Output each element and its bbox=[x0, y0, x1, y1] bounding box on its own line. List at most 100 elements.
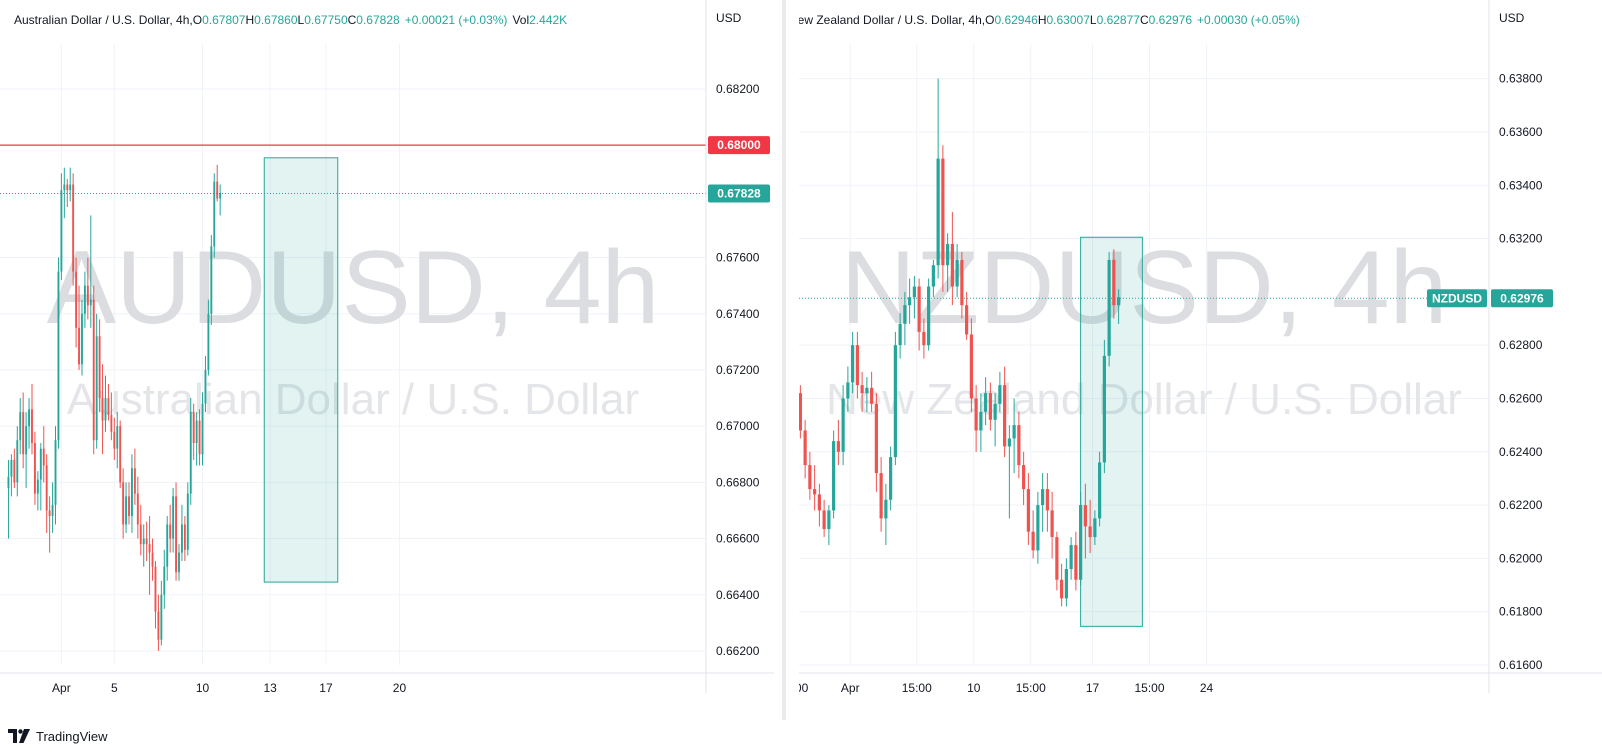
candle[interactable] bbox=[75, 257, 78, 348]
candle[interactable] bbox=[172, 487, 175, 553]
candle[interactable] bbox=[912, 275, 916, 319]
candle[interactable] bbox=[889, 446, 893, 511]
tradingview-brand-text[interactable]: TradingView bbox=[36, 728, 108, 744]
candle[interactable] bbox=[841, 385, 845, 466]
time-axis[interactable]: Apr 5 10 13 17 20 bbox=[0, 672, 774, 695]
candle[interactable] bbox=[1003, 366, 1007, 458]
candle[interactable] bbox=[1050, 491, 1054, 559]
candle[interactable] bbox=[216, 164, 219, 202]
candle[interactable] bbox=[798, 385, 802, 439]
candle[interactable] bbox=[107, 384, 110, 421]
candle[interactable] bbox=[63, 167, 66, 219]
candle[interactable] bbox=[16, 426, 19, 497]
candle[interactable] bbox=[210, 235, 213, 325]
candle[interactable] bbox=[81, 299, 83, 376]
candle[interactable] bbox=[25, 412, 28, 488]
candle[interactable] bbox=[7, 459, 10, 539]
candle[interactable] bbox=[1045, 473, 1049, 532]
candle[interactable] bbox=[974, 385, 978, 452]
candle[interactable] bbox=[1074, 531, 1078, 591]
candle[interactable] bbox=[893, 331, 897, 466]
candle[interactable] bbox=[148, 516, 151, 595]
candle[interactable] bbox=[42, 426, 45, 483]
candle[interactable] bbox=[45, 454, 48, 533]
candle[interactable] bbox=[104, 375, 107, 432]
candle[interactable] bbox=[969, 318, 973, 412]
candle[interactable] bbox=[95, 313, 98, 449]
candle[interactable] bbox=[927, 278, 931, 351]
candle[interactable] bbox=[89, 215, 92, 328]
candle[interactable] bbox=[163, 549, 166, 609]
candle[interactable] bbox=[1093, 510, 1097, 546]
candle[interactable] bbox=[145, 521, 148, 562]
time-axis[interactable]: 16:00 Apr 15:00 10 15:00 17 15:00 24 bbox=[778, 672, 1602, 695]
candle[interactable] bbox=[128, 482, 130, 525]
candle[interactable] bbox=[865, 377, 869, 412]
candle[interactable] bbox=[183, 516, 186, 562]
candle[interactable] bbox=[122, 468, 125, 539]
candle[interactable] bbox=[151, 538, 154, 581]
candle[interactable] bbox=[142, 524, 145, 567]
candle[interactable] bbox=[136, 476, 139, 539]
candle[interactable] bbox=[1083, 483, 1087, 559]
candle[interactable] bbox=[169, 504, 172, 553]
candle[interactable] bbox=[1036, 491, 1040, 564]
candle[interactable] bbox=[960, 251, 964, 319]
candle[interactable] bbox=[166, 516, 169, 581]
candle[interactable] bbox=[157, 594, 160, 651]
candle[interactable] bbox=[48, 496, 51, 553]
candle[interactable] bbox=[186, 482, 189, 556]
candle[interactable] bbox=[1079, 491, 1083, 586]
highlight-rectangle[interactable] bbox=[1080, 236, 1143, 627]
candle[interactable] bbox=[988, 382, 992, 431]
price-axis[interactable]: USD 0.63800 0.63600 0.63400 0.63200 0.62800 0.… bbox=[1488, 0, 1602, 693]
candle[interactable] bbox=[998, 371, 1002, 412]
candle[interactable] bbox=[178, 544, 180, 581]
candle[interactable] bbox=[1026, 473, 1030, 546]
candle[interactable] bbox=[946, 233, 950, 292]
candle[interactable] bbox=[855, 331, 859, 399]
candle[interactable] bbox=[31, 384, 33, 455]
candle[interactable] bbox=[207, 299, 210, 376]
candle[interactable] bbox=[803, 419, 807, 479]
candle[interactable] bbox=[175, 482, 177, 581]
candle[interactable] bbox=[83, 271, 86, 328]
candle[interactable] bbox=[879, 457, 883, 532]
candle[interactable] bbox=[1098, 451, 1102, 527]
candle[interactable] bbox=[1117, 289, 1121, 324]
candle[interactable] bbox=[936, 78, 940, 279]
candle[interactable] bbox=[86, 257, 89, 320]
candle[interactable] bbox=[54, 426, 57, 525]
candle[interactable] bbox=[28, 398, 30, 449]
candle[interactable] bbox=[213, 173, 216, 258]
candle[interactable] bbox=[979, 393, 983, 452]
panel-divider[interactable] bbox=[782, 0, 786, 720]
candle[interactable] bbox=[813, 465, 817, 511]
audusd-chart-svg[interactable]: AUDUSD, 4h Australian Dollar / U.S. Dolla… bbox=[0, 0, 774, 720]
candle[interactable] bbox=[10, 454, 13, 497]
candle[interactable] bbox=[941, 145, 945, 292]
candle[interactable] bbox=[51, 482, 54, 533]
candle[interactable] bbox=[36, 471, 39, 511]
audusd-chart-panel[interactable]: AUDUSD, 4h Australian Dollar / U.S. Dolla… bbox=[0, 0, 774, 720]
candle[interactable] bbox=[33, 431, 36, 505]
candle[interactable] bbox=[133, 448, 136, 505]
candle[interactable] bbox=[874, 393, 878, 492]
candle[interactable] bbox=[19, 398, 22, 455]
candle[interactable] bbox=[72, 173, 75, 286]
candle[interactable] bbox=[195, 412, 198, 466]
candle[interactable] bbox=[13, 448, 16, 488]
candle[interactable] bbox=[993, 393, 997, 447]
candle[interactable] bbox=[1055, 531, 1059, 591]
candle[interactable] bbox=[846, 366, 850, 412]
candle[interactable] bbox=[955, 243, 959, 298]
candle[interactable] bbox=[808, 451, 812, 500]
candle[interactable] bbox=[180, 504, 183, 562]
candle[interactable] bbox=[1041, 473, 1045, 532]
candle[interactable] bbox=[870, 371, 874, 412]
candle[interactable] bbox=[204, 355, 207, 413]
candle[interactable] bbox=[1012, 398, 1016, 474]
candle[interactable] bbox=[119, 420, 122, 488]
candle[interactable] bbox=[1102, 339, 1106, 474]
candle[interactable] bbox=[851, 331, 855, 394]
